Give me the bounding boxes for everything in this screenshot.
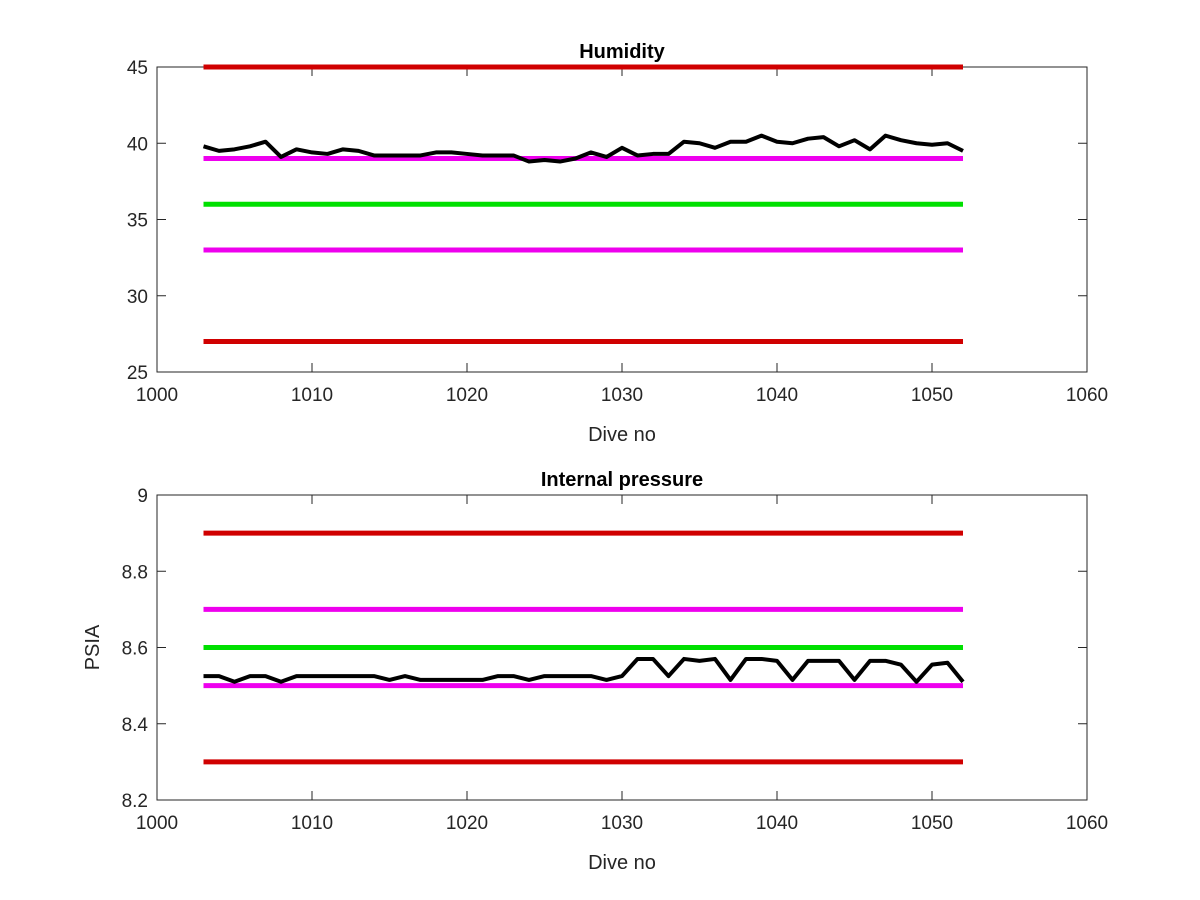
y-tick-label: 25: [127, 363, 148, 384]
x-tick-label: 1000: [136, 385, 178, 406]
x-tick-label: 1020: [446, 385, 488, 406]
axes-box: [156, 66, 1088, 373]
x-tick-label: 1060: [1066, 813, 1108, 834]
x-tick-label: 1010: [291, 385, 333, 406]
y-tick-label: 30: [127, 287, 148, 308]
y-tick-label: 9: [137, 486, 148, 507]
x-tick-label: 1000: [136, 813, 178, 834]
y-tick-label: 8.4: [122, 715, 149, 736]
y-tick-label: 45: [127, 58, 148, 79]
x-tick-label: 1030: [601, 813, 643, 834]
y-tick-label: 8.8: [122, 562, 148, 583]
y-tick-label: 40: [127, 134, 148, 155]
x-axis-label: Dive no: [588, 424, 656, 446]
series-line: [203, 656, 965, 684]
x-tick-label: 1040: [756, 813, 798, 834]
x-tick-label: 1010: [291, 813, 333, 834]
x-tick-label: 1030: [601, 385, 643, 406]
y-axis-label: PSIA: [82, 624, 104, 670]
x-tick-label: 1020: [446, 813, 488, 834]
x-tick-label: 1060: [1066, 385, 1108, 406]
chart-1: 1000 1010 1020 1030 1040 1050 1060 8.2 8.4 8.6 8.8…: [82, 469, 1108, 874]
x-tick-label: 1050: [911, 813, 953, 834]
y-tick-label: 35: [127, 211, 148, 232]
y-tick-label: 8.2: [122, 791, 148, 812]
chart-title: Internal pressure: [541, 469, 703, 491]
x-axis-label: Dive no: [588, 852, 656, 874]
x-tick-label: 1040: [756, 385, 798, 406]
x-tick-label: 1050: [911, 385, 953, 406]
chart-0: 1000 1010 1020 1030 1040 1050 1060 25 30 35 40 45 Hu…: [127, 41, 1108, 446]
series-line: [202, 133, 964, 164]
y-tick-label: 8.6: [122, 639, 148, 660]
chart-title: Humidity: [579, 41, 665, 63]
